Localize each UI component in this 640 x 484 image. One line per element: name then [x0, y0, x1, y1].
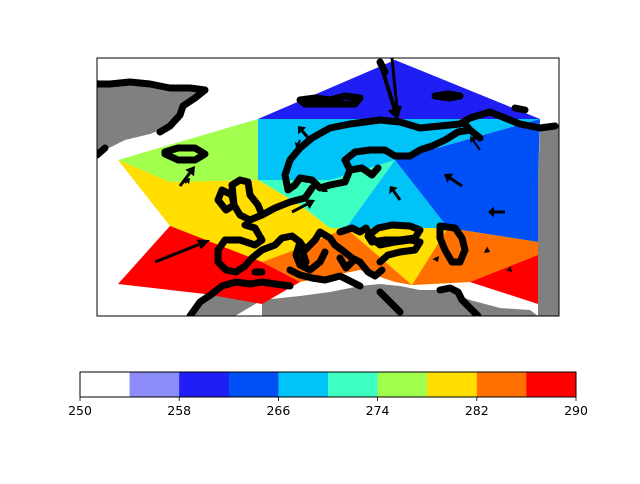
- colorbar-swatch: [179, 372, 229, 397]
- colorbar-swatch: [80, 372, 130, 397]
- colorbar-swatch: [328, 372, 378, 397]
- colorbar-swatch: [477, 372, 527, 397]
- colorbar-swatch: [130, 372, 180, 397]
- colorbar-swatch: [378, 372, 428, 397]
- colorbar-tick-label: 274: [366, 403, 390, 418]
- colorbar-tick-label: 290: [564, 403, 588, 418]
- colorbar-tick-label: 266: [266, 403, 290, 418]
- colorbar-tick-label: 258: [167, 403, 191, 418]
- colorbar: [80, 372, 576, 397]
- colorbar-swatch: [229, 372, 279, 397]
- colorbar-tick-label: 282: [465, 403, 489, 418]
- colorbar-ticks: 250 258 266 274 282 290: [68, 397, 588, 418]
- colorbar-tick-label: 250: [68, 403, 92, 418]
- colorbar-swatch: [278, 372, 328, 397]
- wind-arrow-shaft: [185, 182, 186, 183]
- colorbar-swatch: [526, 372, 576, 397]
- land-east-strip: [538, 126, 559, 316]
- coastline-svalbard: [300, 96, 360, 104]
- colorbar-swatch: [427, 372, 477, 397]
